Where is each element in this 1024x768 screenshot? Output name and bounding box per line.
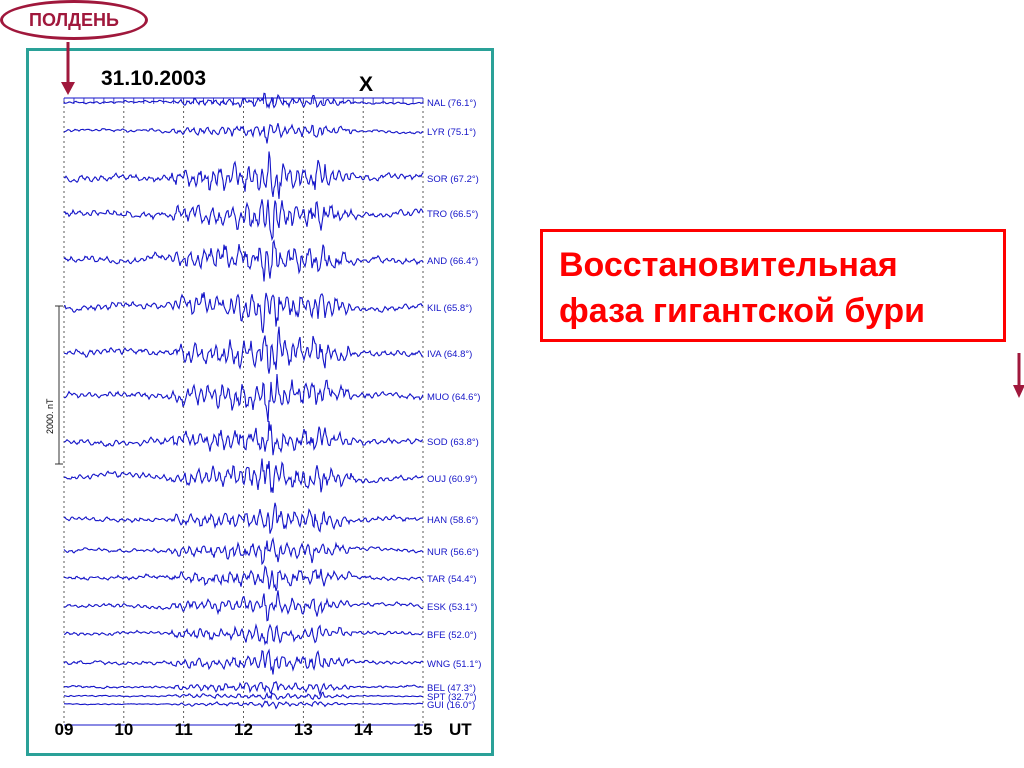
station-label: NAL (76.1°) xyxy=(427,98,476,109)
station-trace xyxy=(63,680,423,697)
x-axis-label: UT xyxy=(449,720,472,739)
station-label: HAN (58.6°) xyxy=(427,515,478,526)
station-label: SOD (63.8°) xyxy=(427,437,479,448)
station-label: GUI (16.0°) xyxy=(427,700,475,711)
x-tick-label: 15 xyxy=(414,720,433,739)
caption-line-1: Восстановительная xyxy=(559,246,898,284)
x-tick-label: 11 xyxy=(175,720,193,739)
scale-bar-label: 2000. nT xyxy=(45,398,55,434)
station-trace xyxy=(63,502,424,534)
caption-line-2: фаза гигантской бури xyxy=(559,292,926,330)
station-label: IVA (64.8°) xyxy=(427,349,472,360)
down-arrow-icon xyxy=(1013,353,1024,398)
station-trace xyxy=(63,326,424,374)
station-trace xyxy=(63,536,424,566)
station-label: AND (66.4°) xyxy=(427,256,478,267)
noon-arrow-icon xyxy=(61,42,75,95)
station-label: TAR (54.4°) xyxy=(427,574,477,585)
station-label: ESK (53.1°) xyxy=(427,602,477,613)
station-trace xyxy=(63,239,424,282)
station-trace xyxy=(63,151,424,199)
station-label: BEL (47.3°) xyxy=(427,683,476,694)
station-trace xyxy=(63,700,424,710)
station-trace xyxy=(64,691,424,701)
station-trace xyxy=(63,373,424,423)
caption-box: Восстановительная фаза гигантской бури xyxy=(540,229,1006,342)
station-label: KIL (65.8°) xyxy=(427,303,472,314)
station-trace xyxy=(64,421,424,456)
noon-label: ПОЛДЕНЬ xyxy=(0,0,148,40)
x-tick-label: 14 xyxy=(354,720,373,739)
station-label: SOR (67.2°) xyxy=(427,174,479,185)
station-label: WNG (51.1°) xyxy=(427,659,481,670)
chart-title: 31.10.2003 xyxy=(101,67,206,90)
station-label: NUR (56.6°) xyxy=(427,547,479,558)
station-trace xyxy=(63,92,424,110)
x-tick-label: 10 xyxy=(114,720,133,739)
x-tick-label: 13 xyxy=(294,720,313,739)
station-label: OUJ (60.9°) xyxy=(427,474,477,485)
station-label: TRO (66.5°) xyxy=(427,209,478,220)
station-trace xyxy=(63,199,424,242)
station-label: LYR (75.1°) xyxy=(427,127,476,138)
station-trace xyxy=(63,123,424,144)
component-label: X xyxy=(359,73,373,96)
station-trace xyxy=(64,292,424,334)
station-trace xyxy=(63,458,424,494)
x-tick-label: 12 xyxy=(234,720,253,739)
station-label: BFE (52.0°) xyxy=(427,630,477,641)
station-trace xyxy=(63,648,424,675)
station-trace xyxy=(63,590,424,622)
magnetogram-frame: 31.10.2003 X 09 10 11 12 13 14 15 UT 2000. nT NAL (… xyxy=(26,48,494,756)
station-trace xyxy=(63,623,423,646)
station-label: SPT (32.7°) xyxy=(427,692,477,703)
station-trace xyxy=(63,565,424,592)
station-label: MUO (64.6°) xyxy=(427,392,480,403)
x-tick-label: 09 xyxy=(55,720,74,739)
magnetogram-chart: 31.10.2003 X 09 10 11 12 13 14 15 UT 2000. nT NAL (… xyxy=(45,67,481,739)
